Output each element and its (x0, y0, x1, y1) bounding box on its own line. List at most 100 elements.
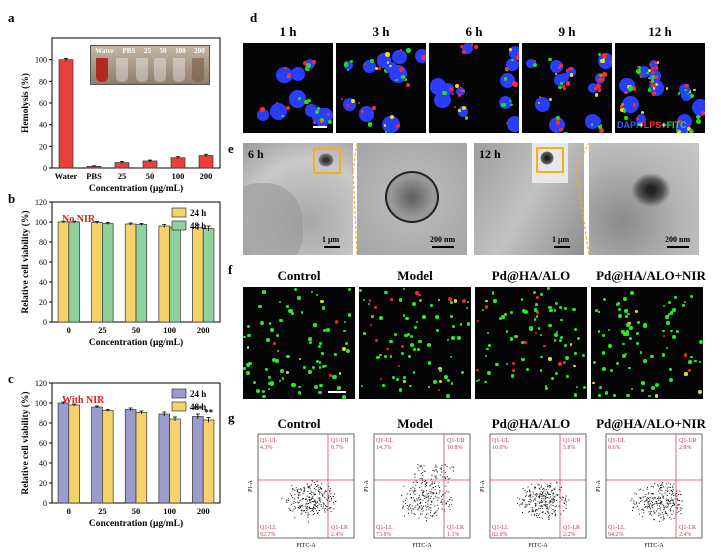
event-dot (441, 471, 443, 473)
event-dot (561, 499, 563, 501)
event-dot (330, 507, 332, 509)
event-dot (656, 501, 658, 503)
fluorescent-spot (695, 119, 701, 124)
event-dot (446, 490, 448, 492)
event-dot (314, 507, 316, 509)
fluorescent-spot (421, 54, 426, 60)
time-label: 3 h (372, 24, 390, 39)
event-dot (409, 490, 411, 492)
stained-cell (500, 314, 506, 319)
event-dot (325, 490, 327, 492)
event-dot (424, 470, 426, 472)
event-dot (294, 517, 296, 519)
panel-label-g: g (228, 410, 235, 425)
stained-cell (495, 362, 499, 367)
stained-cell (321, 352, 324, 355)
event-dot (440, 500, 442, 502)
event-dot (427, 506, 429, 508)
event-dot (645, 493, 647, 495)
event-dot (531, 483, 533, 485)
event-dot (432, 493, 434, 495)
fluorescent-spot (569, 66, 573, 71)
cell-nucleus (680, 89, 693, 101)
stained-cell (598, 330, 601, 333)
legend-label: 48 h (190, 402, 206, 412)
stained-cell (610, 369, 614, 373)
stained-cell (395, 378, 400, 382)
cell-nucleus (637, 65, 650, 78)
bar (158, 225, 170, 323)
event-dot (518, 498, 520, 500)
event-dot (560, 513, 562, 515)
fluorescent-spot (601, 78, 604, 81)
event-dot (402, 507, 404, 509)
event-dot (638, 508, 640, 510)
quadrant-value: 4.3% (260, 445, 273, 451)
stained-cell (654, 383, 659, 388)
stained-cell (414, 291, 419, 296)
event-dot (427, 496, 429, 498)
event-dot (318, 493, 320, 495)
stained-cell (690, 294, 694, 298)
event-dot (423, 491, 425, 493)
event-dot (432, 514, 434, 516)
stained-cell (627, 312, 630, 315)
event-dot (430, 484, 432, 486)
fluorescent-spot (648, 76, 652, 80)
stained-cell (246, 371, 250, 375)
stained-cell (446, 378, 450, 381)
stained-cell (630, 387, 634, 391)
stained-cell (329, 374, 332, 377)
x-axis-label: Concentration (μg/mL) (89, 183, 183, 194)
event-dot (441, 464, 443, 466)
scale-bar (432, 246, 454, 248)
stained-cell (693, 359, 697, 363)
event-dot (430, 495, 432, 497)
stained-cell (267, 375, 272, 380)
quadrant-name: Q1-LL (260, 525, 277, 531)
event-dot (291, 485, 293, 487)
event-dot (659, 503, 661, 505)
event-dot (445, 477, 447, 479)
stained-cell (286, 354, 290, 358)
stained-cell (409, 343, 414, 348)
event-dot (419, 478, 421, 480)
event-dot (420, 483, 422, 485)
event-dot (545, 504, 547, 506)
event-dot (312, 514, 314, 516)
stained-cell (261, 390, 265, 394)
stained-cell (409, 334, 414, 339)
event-dot (534, 486, 536, 488)
event-dot (539, 505, 541, 507)
event-dot (554, 515, 556, 517)
fluorescent-spot (283, 66, 287, 70)
stained-cell (615, 361, 619, 366)
x-tick-label: PBS (86, 171, 102, 181)
event-dot (409, 505, 411, 507)
stained-cell (625, 322, 630, 327)
event-dot (526, 490, 528, 492)
event-dot (296, 490, 298, 492)
event-dot (528, 510, 530, 512)
tem-time-12h: 12 h (479, 147, 501, 161)
stained-cell (548, 323, 553, 328)
event-dot (673, 495, 675, 497)
fluorescent-spot (395, 78, 398, 81)
event-dot (412, 486, 414, 488)
event-dot (653, 518, 655, 520)
stained-cell (444, 375, 449, 380)
event-dot (672, 492, 674, 494)
event-dot (410, 497, 412, 499)
group-label: Pd@HA/ALO (491, 268, 571, 283)
event-dot (553, 499, 555, 501)
fluorescent-spot (565, 68, 570, 73)
stained-cell (599, 385, 603, 389)
event-dot (536, 509, 538, 511)
group-label: Control (277, 416, 321, 431)
event-dot (421, 491, 423, 493)
event-dot (319, 491, 321, 493)
event-dot (432, 491, 434, 493)
event-dot (294, 507, 296, 509)
fluorescent-spot (459, 45, 464, 49)
